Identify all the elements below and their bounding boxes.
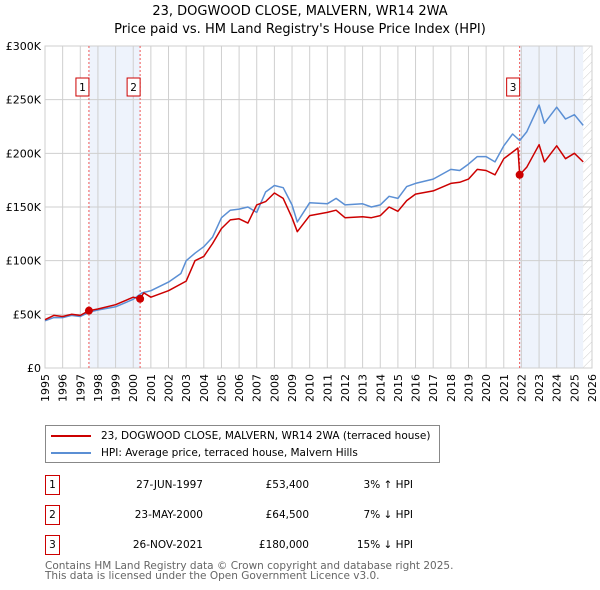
price-chart: 1995 1996 1997 1998 1999 2000 2001 2002 2003 2004… — [6, 40, 599, 402]
y-tick-label: £100K — [6, 255, 42, 268]
sale-point — [515, 170, 524, 179]
legend: 23, DOGWOOD CLOSE, MALVERN, WR14 2WA (te… — [45, 425, 440, 463]
x-tick-label: 1995 — [39, 374, 52, 402]
sale-marker-label: 2 — [45, 505, 60, 525]
sale-hpi-diff: 3% ↑ HPI — [363, 479, 413, 491]
x-tick-label: 2025 — [568, 374, 581, 402]
x-tick-label: 2014 — [374, 374, 387, 402]
hpi-line — [44, 104, 584, 322]
x-tick-label: 2006 — [233, 374, 246, 402]
x-tick-label: 1996 — [57, 374, 70, 402]
x-tick-label: 2021 — [498, 374, 511, 402]
x-tick-label: 2001 — [145, 374, 158, 402]
footer-licence: This data is licensed under the Open Gov… — [45, 570, 380, 582]
sale-price: £64,500 — [265, 509, 309, 521]
x-tick-label: 2010 — [304, 374, 317, 402]
x-tick-label: 2011 — [321, 374, 334, 402]
x-tick-label: 1997 — [74, 374, 87, 402]
sale-label: 3 — [510, 82, 517, 94]
legend-swatch-blue — [51, 452, 91, 454]
y-tick-label: £250K — [6, 94, 42, 107]
x-tick-label: 2016 — [410, 374, 423, 402]
sale-price: £53,400 — [265, 479, 309, 491]
sale-price: £180,000 — [258, 539, 309, 551]
x-tick-label: 1998 — [92, 374, 105, 402]
x-tick-label: 2026 — [586, 374, 599, 402]
legend-label: HPI: Average price, terraced house, Malv… — [101, 447, 358, 459]
y-tick-label: £300K — [6, 40, 42, 53]
x-tick-label: 2022 — [515, 374, 528, 402]
sale-date: 26-NOV-2021 — [132, 539, 203, 551]
x-tick-label: 2000 — [127, 374, 140, 402]
sale-label: 2 — [130, 82, 137, 94]
footer-copyright: Contains HM Land Registry data © Crown c… — [45, 560, 454, 572]
x-tick-label: 2023 — [533, 374, 546, 402]
legend-label: 23, DOGWOOD CLOSE, MALVERN, WR14 2WA (te… — [101, 430, 431, 442]
sale-marker-label: 1 — [45, 475, 60, 495]
sale-marker-label: 3 — [45, 535, 60, 555]
y-tick-label: £150K — [6, 201, 42, 214]
x-tick-label: 2002 — [163, 374, 176, 402]
x-tick-label: 2005 — [215, 374, 228, 402]
sale-point — [136, 294, 145, 303]
x-tick-label: 2003 — [180, 374, 193, 402]
x-tick-label: 1999 — [110, 374, 123, 402]
y-tick-label: £0 — [27, 362, 41, 375]
y-tick-label: £50K — [13, 308, 42, 321]
x-tick-label: 2017 — [427, 374, 440, 402]
x-tick-label: 2024 — [551, 374, 564, 402]
sale-label: 1 — [79, 82, 86, 94]
x-tick-label: 2004 — [198, 374, 211, 402]
sale-point — [84, 306, 93, 315]
x-tick-label: 2012 — [339, 374, 352, 402]
legend-item-hpi: HPI: Average price, terraced house, Malv… — [46, 445, 358, 461]
sale-label-box — [75, 77, 90, 97]
chart-title: 23, DOGWOOD CLOSE, MALVERN, WR14 2WA — [152, 4, 448, 19]
x-tick-label: 2019 — [462, 374, 475, 402]
sale-row: 2 23-MAY-2000 £64,500 7% ↓ HPI — [45, 505, 413, 525]
x-tick-label: 2008 — [268, 374, 281, 402]
sale-date: 23-MAY-2000 — [134, 509, 203, 521]
x-tick-label: 2009 — [286, 374, 299, 402]
x-tick-label: 2018 — [445, 374, 458, 402]
x-tick-label: 2013 — [357, 374, 370, 402]
chart-subtitle: Price paid vs. HM Land Registry's House … — [114, 22, 486, 37]
x-tick-label: 2015 — [392, 374, 405, 402]
x-tick-label: 2020 — [480, 374, 493, 402]
x-tick-label: 2007 — [251, 374, 264, 402]
legend-item-property: 23, DOGWOOD CLOSE, MALVERN, WR14 2WA (te… — [46, 428, 430, 444]
sale-label-box — [126, 77, 141, 97]
sale-hpi-diff: 7% ↓ HPI — [363, 509, 413, 521]
sale-row: 3 26-NOV-2021 £180,000 15% ↓ HPI — [45, 535, 413, 555]
sale-date: 27-JUN-1997 — [136, 479, 203, 491]
sale-hpi-diff: 15% ↓ HPI — [356, 539, 413, 551]
sale-label-box — [506, 77, 521, 97]
plot-border — [44, 45, 593, 369]
y-tick-label: £200K — [6, 147, 42, 160]
legend-swatch-red — [51, 435, 91, 437]
sale-row: 1 27-JUN-1997 £53,400 3% ↑ HPI — [45, 475, 413, 495]
footer: Contains HM Land Registry data © Crown c… — [45, 560, 454, 582]
